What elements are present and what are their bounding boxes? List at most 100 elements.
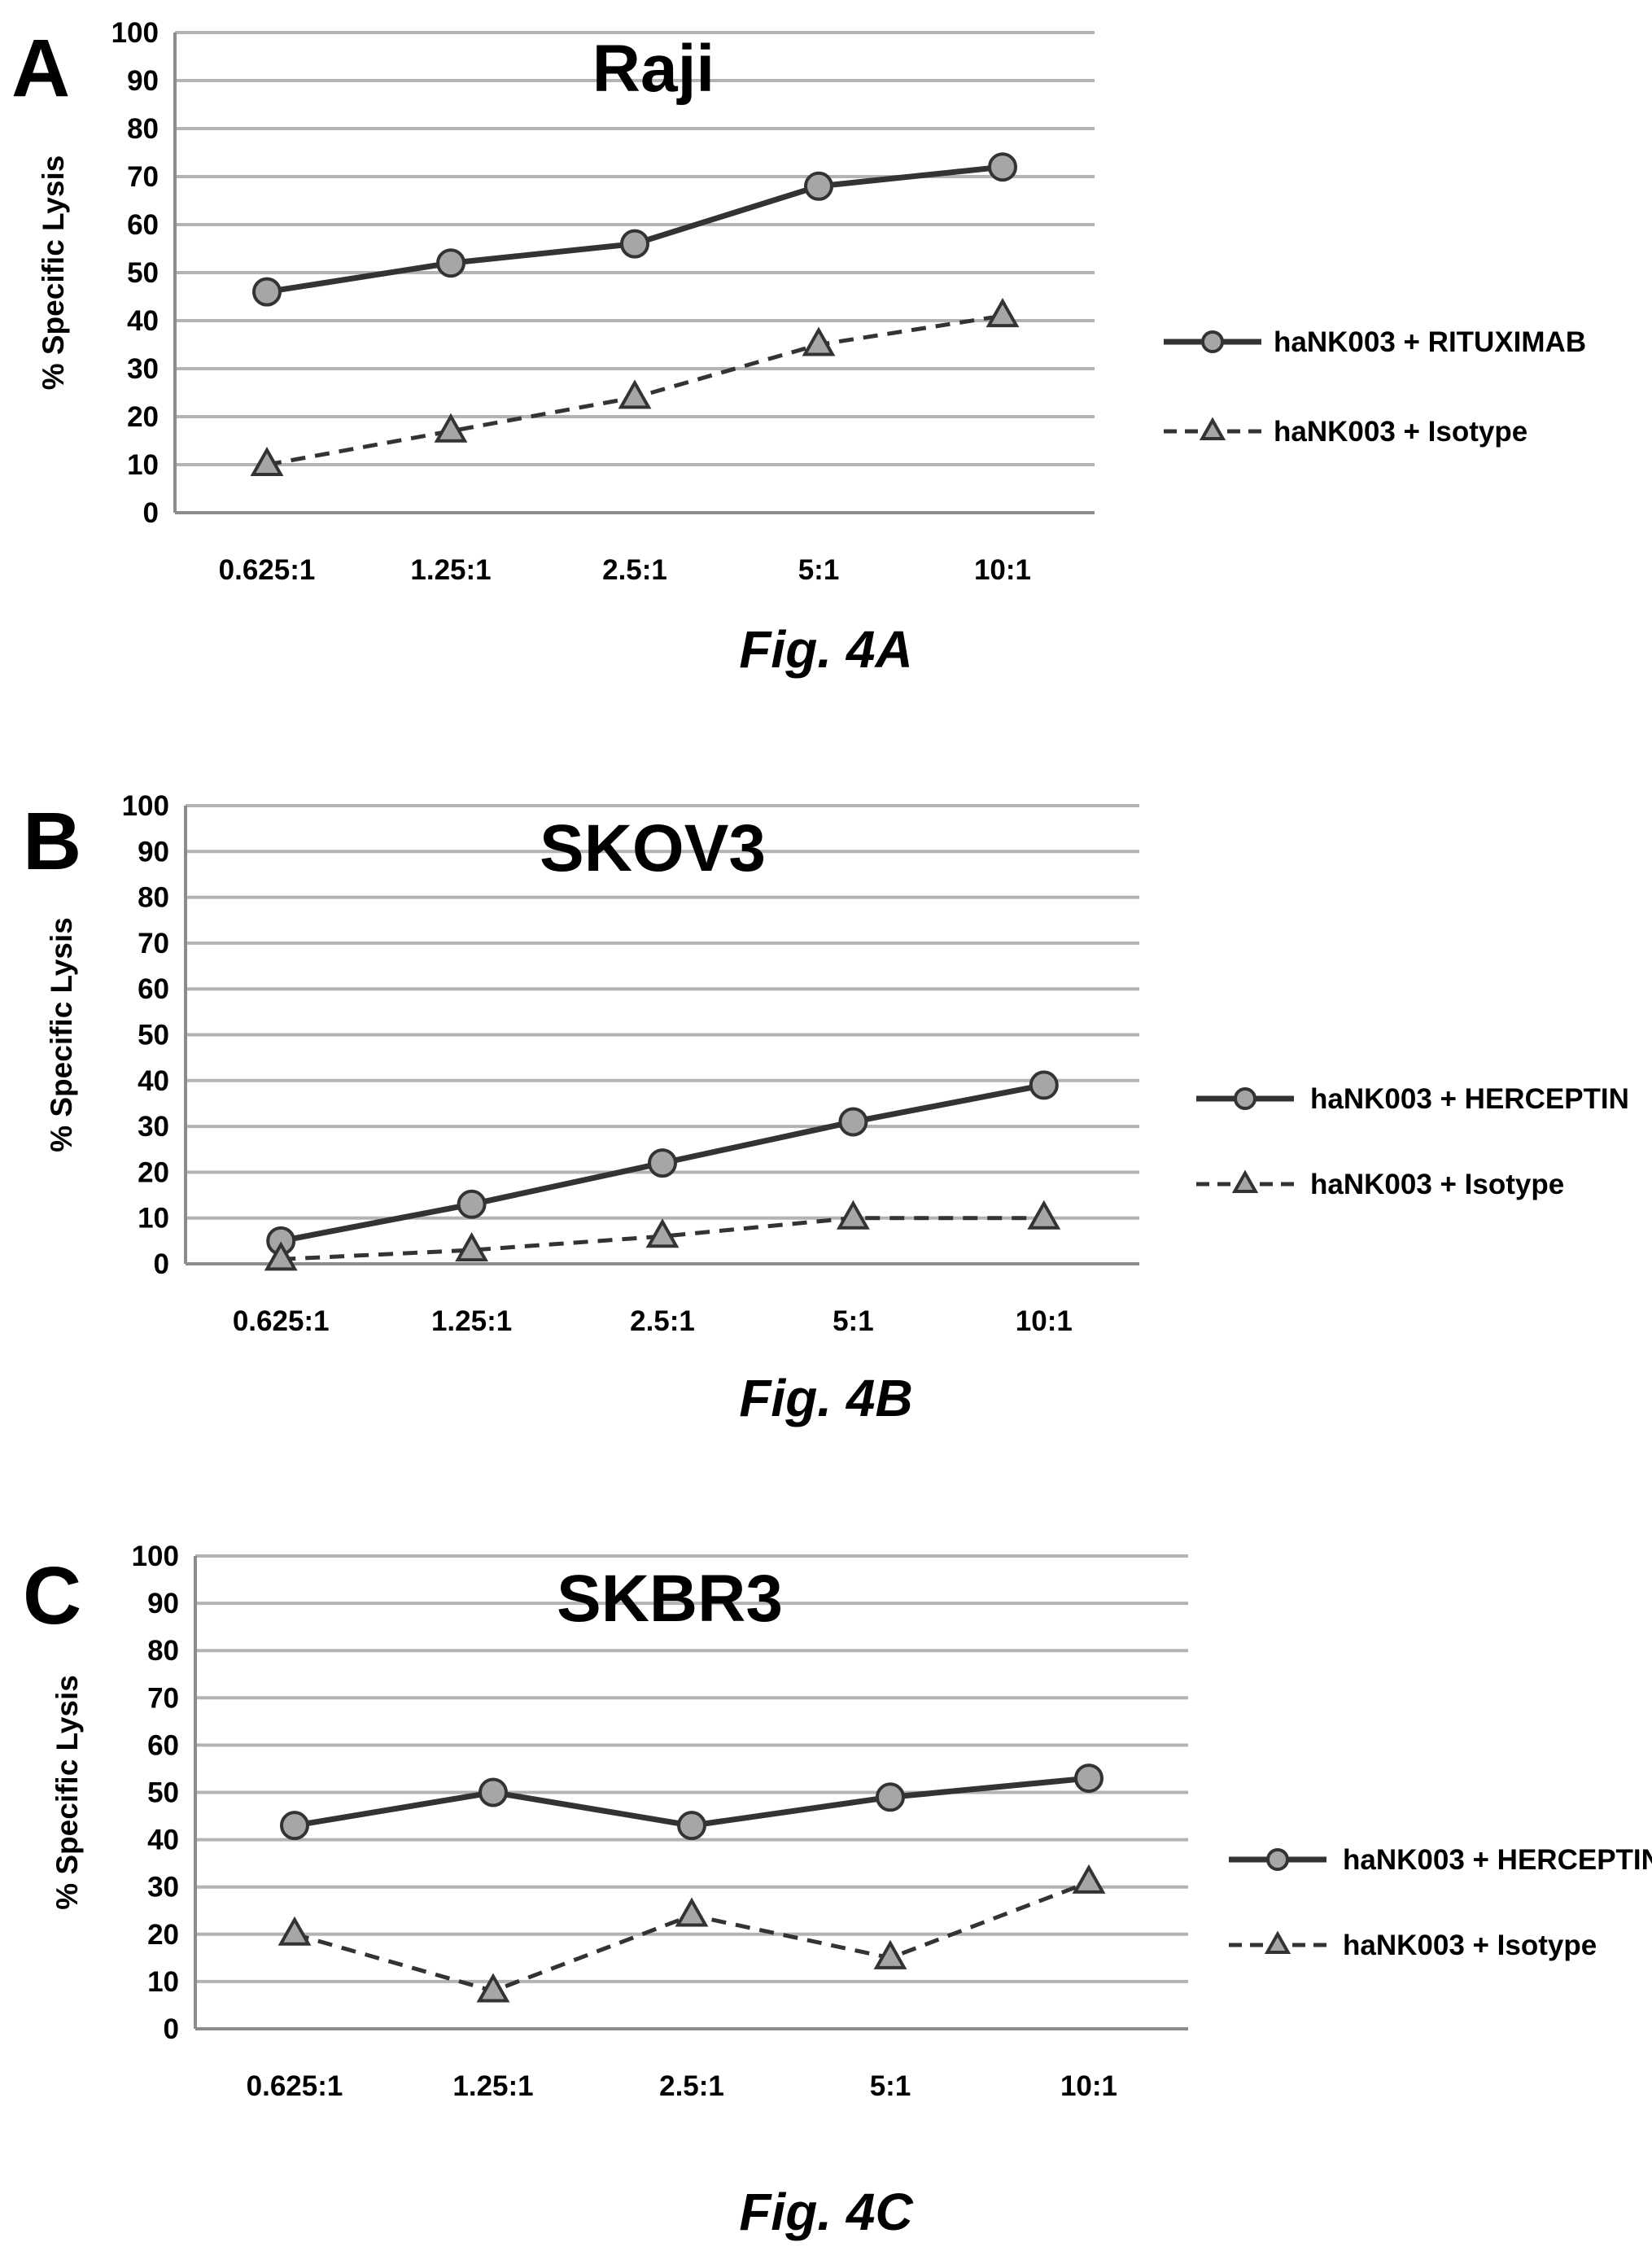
data-point <box>1029 1070 1059 1100</box>
panel-letter: B <box>23 796 81 887</box>
data-point <box>479 1777 508 1807</box>
legend-label: haNK003 + Isotype <box>1343 1930 1597 1961</box>
y-tick-label: 30 <box>147 1872 179 1903</box>
chart-title: SKBR3 <box>557 1562 783 1636</box>
data-point <box>1074 1764 1104 1794</box>
data-point <box>873 1939 907 1969</box>
y-tick-label: 0 <box>164 2013 179 2045</box>
y-tick-label: 80 <box>127 113 159 145</box>
series-primary <box>252 152 1017 307</box>
series-isotype <box>278 1864 1106 2003</box>
data-point <box>280 1811 309 1841</box>
legend-label: haNK003 + HERCEPTIN <box>1310 1083 1629 1115</box>
x-tick-label: 0.625:1 <box>233 1305 330 1337</box>
legend-label: haNK003 + HERCEPTIN <box>1343 1844 1652 1876</box>
data-point <box>476 1973 510 2003</box>
series-isotype <box>264 1200 1061 1271</box>
x-tick-label: 5:1 <box>798 554 840 586</box>
data-point <box>675 1897 709 1927</box>
y-tick-label: 90 <box>138 836 169 868</box>
legend-label: haNK003 + Isotype <box>1310 1169 1564 1200</box>
chart-title: Raji <box>592 32 715 106</box>
series-line <box>281 1216 1044 1261</box>
legend-marker <box>1199 417 1226 440</box>
data-point <box>1072 1864 1106 1894</box>
y-tick-label: 70 <box>127 161 159 193</box>
data-point <box>836 1200 870 1230</box>
x-tick-label: 2.5:1 <box>659 2070 724 2102</box>
legend-marker <box>1266 1848 1289 1871</box>
y-tick-label: 60 <box>127 209 159 241</box>
y-tick-label: 40 <box>147 1825 179 1856</box>
x-tick-label: 0.625:1 <box>247 2070 343 2102</box>
x-tick-label: 2.5:1 <box>602 554 667 586</box>
chart-title: SKOV3 <box>540 811 766 885</box>
legend-label: haNK003 + Isotype <box>1274 416 1527 448</box>
y-axis-label: % Specific Lysis <box>37 155 70 391</box>
data-point <box>618 379 652 409</box>
y-axis-label: % Specific Lysis <box>50 1675 84 1910</box>
data-point <box>677 1811 706 1841</box>
data-point <box>1027 1200 1061 1230</box>
legend-marker <box>1231 1169 1259 1193</box>
y-tick-label: 0 <box>154 1248 169 1280</box>
y-tick-label: 10 <box>127 449 159 481</box>
data-point <box>278 1916 312 1946</box>
data-point <box>620 229 649 259</box>
figure-caption: Fig. 4A <box>739 620 912 679</box>
data-point <box>645 1218 680 1248</box>
y-tick-label: 90 <box>147 1588 179 1619</box>
panel-letter: C <box>23 1550 81 1641</box>
y-tick-label: 80 <box>147 1635 179 1667</box>
chart-panel-c: C 0 10 20 30 40 50 60 70 80 90 100 0.625:1 1.25:1 2.5:… <box>23 1541 1652 2241</box>
x-tick-label: 10:1 <box>1016 1305 1073 1337</box>
x-tick-label: 2.5:1 <box>630 1305 695 1337</box>
y-tick-label: 20 <box>147 1919 179 1951</box>
y-tick-label: 50 <box>127 257 159 289</box>
x-tick-label: 10:1 <box>1060 2070 1117 2102</box>
series-primary <box>266 1070 1059 1256</box>
data-point <box>804 171 833 201</box>
figure-caption: Fig. 4B <box>739 1369 912 1427</box>
x-tick-label: 5:1 <box>870 2070 911 2102</box>
chart-panel-a: A 0 10 20 30 40 50 60 70 80 90 100 0.625:1 1.25:1 2.5:… <box>11 17 1586 679</box>
data-point <box>838 1107 868 1137</box>
y-tick-label: 60 <box>147 1729 179 1761</box>
x-tick-label: 10:1 <box>974 554 1031 586</box>
y-tick-label: 80 <box>138 882 169 914</box>
x-tick-label: 1.25:1 <box>452 2070 533 2102</box>
data-point <box>252 277 282 307</box>
x-tick-label: 1.25:1 <box>431 1305 512 1337</box>
series-isotype <box>250 298 1020 476</box>
data-point <box>455 1232 489 1262</box>
panel-letter: A <box>11 23 70 114</box>
data-point <box>457 1189 487 1219</box>
data-point <box>802 326 836 356</box>
y-tick-label: 20 <box>127 401 159 433</box>
y-tick-label: 50 <box>147 1777 179 1809</box>
data-point <box>436 248 465 278</box>
y-tick-label: 40 <box>138 1065 169 1097</box>
y-tick-label: 30 <box>138 1111 169 1143</box>
y-tick-label: 70 <box>138 928 169 959</box>
legend-marker <box>1201 330 1224 353</box>
y-tick-label: 40 <box>127 305 159 337</box>
y-tick-label: 20 <box>138 1156 169 1188</box>
chart-panel-b: B 0 10 20 30 40 50 60 70 80 90 100 0.625:1 1.25:1 2.5:… <box>23 790 1629 1427</box>
x-tick-label: 1.25:1 <box>410 554 491 586</box>
y-tick-label: 10 <box>138 1203 169 1235</box>
x-tick-label: 0.625:1 <box>219 554 316 586</box>
x-tick-label: 5:1 <box>833 1305 874 1337</box>
legend-marker <box>1264 1930 1291 1954</box>
data-point <box>876 1782 905 1812</box>
data-point <box>250 446 284 476</box>
y-tick-label: 30 <box>127 353 159 385</box>
y-axis-label: % Specific Lysis <box>45 917 78 1152</box>
series-primary <box>280 1764 1104 1841</box>
y-tick-label: 100 <box>111 17 159 49</box>
data-point <box>986 298 1020 328</box>
data-point <box>264 1241 298 1271</box>
y-tick-label: 50 <box>138 1020 169 1051</box>
y-tick-label: 60 <box>138 973 169 1005</box>
